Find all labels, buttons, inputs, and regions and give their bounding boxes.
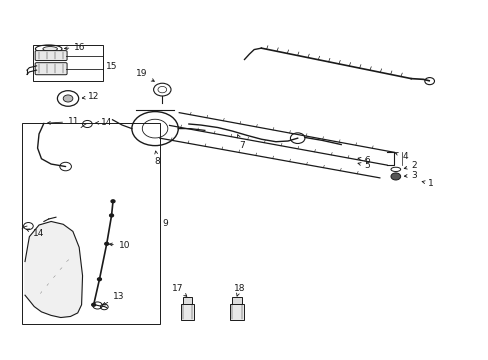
Text: 2: 2 xyxy=(404,161,417,170)
Text: 16: 16 xyxy=(64,42,86,51)
Text: 7: 7 xyxy=(237,135,245,150)
Circle shape xyxy=(63,95,73,102)
Circle shape xyxy=(104,242,108,245)
Bar xyxy=(180,304,194,320)
Text: 14: 14 xyxy=(95,118,112,127)
Text: 10: 10 xyxy=(109,241,130,250)
Text: 12: 12 xyxy=(82,92,100,101)
Circle shape xyxy=(390,173,400,180)
Bar xyxy=(231,297,241,304)
Text: 15: 15 xyxy=(105,62,117,71)
Text: 8: 8 xyxy=(154,151,160,166)
Text: 17: 17 xyxy=(172,284,186,296)
Text: 14: 14 xyxy=(26,229,44,238)
Text: 9: 9 xyxy=(162,219,168,228)
Text: 18: 18 xyxy=(233,284,245,296)
Text: 1: 1 xyxy=(421,179,433,188)
Text: 3: 3 xyxy=(404,171,417,180)
Circle shape xyxy=(109,214,113,217)
FancyBboxPatch shape xyxy=(35,63,67,75)
Bar xyxy=(183,297,192,304)
Text: 19: 19 xyxy=(136,69,154,81)
Text: 6: 6 xyxy=(357,156,369,165)
Bar xyxy=(33,45,103,81)
Text: 11: 11 xyxy=(47,117,80,126)
FancyBboxPatch shape xyxy=(35,51,67,60)
Circle shape xyxy=(111,200,115,203)
Text: 13: 13 xyxy=(102,292,124,305)
Circle shape xyxy=(97,278,101,281)
Text: 4: 4 xyxy=(394,153,407,162)
Text: 5: 5 xyxy=(357,161,369,170)
Bar xyxy=(229,304,243,320)
Circle shape xyxy=(92,303,95,306)
Bar xyxy=(22,123,160,324)
Ellipse shape xyxy=(43,46,57,51)
Polygon shape xyxy=(25,221,82,318)
